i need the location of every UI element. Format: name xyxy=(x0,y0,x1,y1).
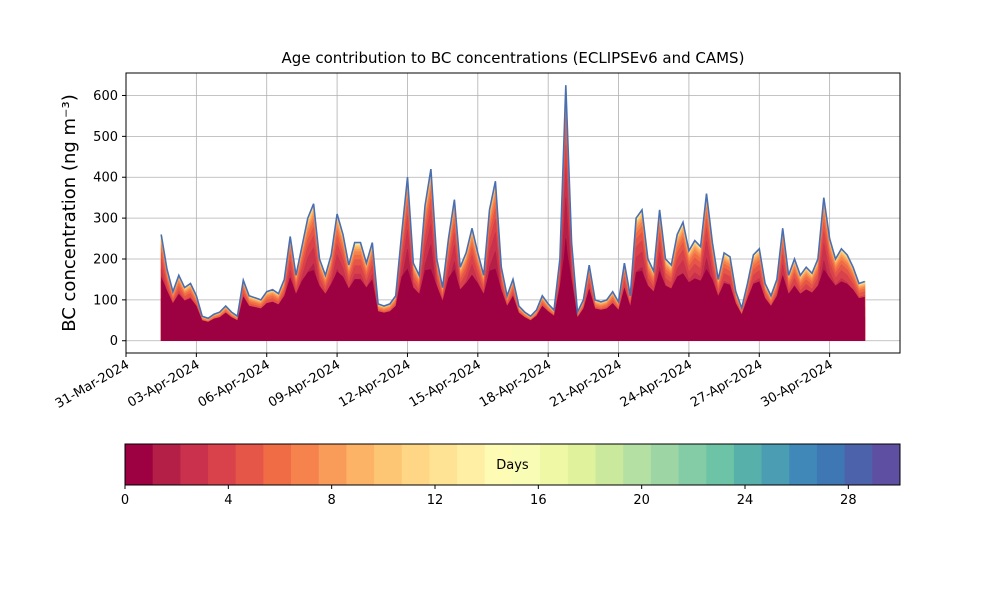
colorbar-segment xyxy=(623,444,652,485)
x-tick-label: 03-Apr-2024 xyxy=(125,357,202,410)
colorbar-segment xyxy=(152,444,181,485)
colorbar-segment xyxy=(235,444,264,485)
y-axis-label: BC concentration (ng m⁻³) xyxy=(59,94,80,332)
colorbar-segment xyxy=(844,444,873,485)
colorbar-tick-label: 12 xyxy=(427,493,444,508)
colorbar-segment xyxy=(512,444,541,485)
y-tick-label: 300 xyxy=(93,212,118,227)
colorbar-segment xyxy=(567,444,597,485)
chart-title: Age contribution to BC concentrations (E… xyxy=(282,49,745,67)
x-tick-label: 09-Apr-2024 xyxy=(266,357,343,410)
plot-frame xyxy=(125,72,901,354)
x-tick-label: 12-Apr-2024 xyxy=(336,357,413,410)
colorbar-segment xyxy=(733,444,763,485)
colorbar-segment xyxy=(125,444,154,485)
y-axis: 0 100 200 300 400 500 600 xyxy=(93,89,126,349)
colorbar-segment xyxy=(263,444,292,485)
colorbar: 0 4 8 12 16 20 24 28 Days xyxy=(121,443,901,508)
y-tick-label: 600 xyxy=(93,89,118,104)
colorbar-tick-label: 4 xyxy=(224,493,232,508)
x-tick-label: 27-Apr-2024 xyxy=(688,357,765,410)
x-axis: 31-Mar-202403-Apr-202406-Apr-202409-Apr-… xyxy=(53,353,836,412)
colorbar-segment xyxy=(540,444,569,485)
colorbar-segment xyxy=(429,444,458,485)
x-tick-label: 24-Apr-2024 xyxy=(618,357,695,410)
colorbar-segment xyxy=(180,444,209,485)
colorbar-segment xyxy=(457,444,486,485)
colorbar-label: Days xyxy=(496,458,529,473)
colorbar-segment xyxy=(761,444,790,485)
x-tick-label: 06-Apr-2024 xyxy=(196,357,273,410)
colorbar-segment xyxy=(346,444,375,485)
colorbar-tick-label: 8 xyxy=(328,493,336,508)
colorbar-tick-label: 0 xyxy=(121,493,129,508)
colorbar-tick-label: 24 xyxy=(737,493,754,508)
y-tick-label: 0 xyxy=(110,334,118,349)
colorbar-segment xyxy=(374,444,403,485)
colorbar-segment xyxy=(816,444,846,485)
y-tick-label: 200 xyxy=(93,252,118,267)
x-tick-label: 31-Mar-2024 xyxy=(53,357,132,411)
y-tick-label: 400 xyxy=(93,171,118,186)
stacked-age-areas xyxy=(160,85,866,341)
colorbar-tick-label: 16 xyxy=(530,493,547,508)
colorbar-segment xyxy=(678,444,707,485)
colorbar-segment xyxy=(650,444,680,485)
age-band-youngest xyxy=(161,243,865,341)
x-tick-label: 18-Apr-2024 xyxy=(477,357,554,410)
colorbar-segment xyxy=(318,444,347,485)
colorbar-segment xyxy=(789,444,818,485)
y-tick-label: 100 xyxy=(93,293,118,308)
y-tick-label: 500 xyxy=(93,130,118,145)
x-tick-label: 30-Apr-2024 xyxy=(759,357,836,410)
colorbar-segment xyxy=(401,444,430,485)
colorbar-frame xyxy=(124,443,901,486)
colorbar-tick-label: 28 xyxy=(840,493,857,508)
colorbar-segment xyxy=(706,444,735,485)
colorbar-tick-label: 20 xyxy=(633,493,650,508)
colorbar-segment xyxy=(595,444,624,485)
colorbar-segment xyxy=(291,444,320,485)
colorbar-segment xyxy=(872,444,901,485)
colorbar-segment xyxy=(208,444,237,485)
colorbar-segment xyxy=(484,444,513,485)
x-tick-label: 21-Apr-2024 xyxy=(547,357,624,410)
x-tick-label: 15-Apr-2024 xyxy=(407,357,484,410)
total-series-line xyxy=(160,85,866,320)
